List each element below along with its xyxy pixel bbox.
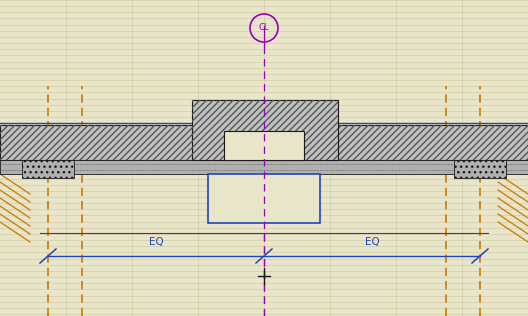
Bar: [224, 131, 304, 160]
Bar: [22, 160, 74, 178]
Bar: [0, 125, 528, 160]
Bar: [454, 160, 506, 178]
Text: EQ: EQ: [148, 237, 163, 247]
Bar: [208, 174, 320, 223]
Bar: [22, 160, 74, 178]
Bar: [0, 125, 528, 160]
Bar: [192, 100, 338, 160]
Text: EQ: EQ: [365, 237, 380, 247]
Text: CL: CL: [259, 23, 269, 33]
Bar: [0, 160, 528, 174]
Bar: [454, 160, 506, 178]
Bar: [192, 100, 338, 160]
